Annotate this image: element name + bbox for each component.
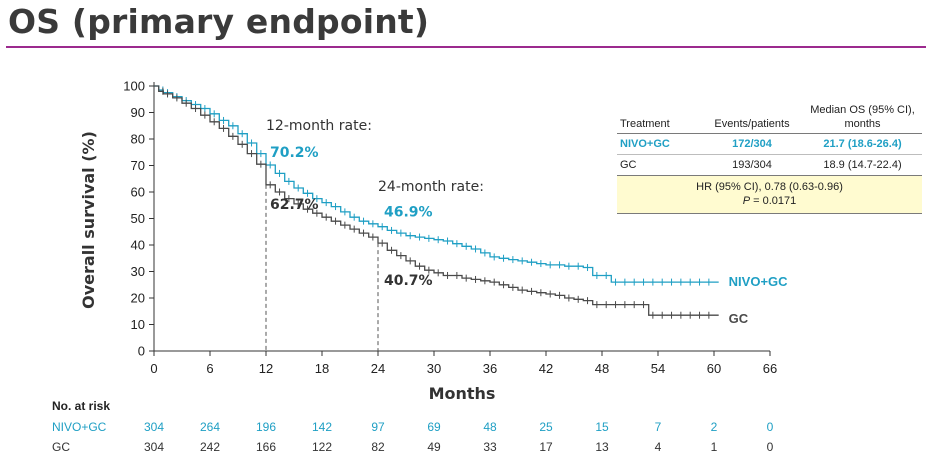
row-nivo-events: 172/304	[701, 133, 803, 155]
y-tick-label: 80	[131, 132, 145, 147]
x-tick-label: 30	[427, 361, 441, 376]
p-label: P	[742, 195, 751, 207]
y-tick-label: 20	[131, 291, 145, 306]
risk-value-gc: 13	[595, 440, 609, 454]
risk-value-gc: 166	[256, 440, 276, 454]
risk-value-gc: 49	[427, 440, 441, 454]
risk-value-nivo: 15	[595, 420, 609, 434]
rate-value-nivo: 70.2%	[270, 145, 319, 161]
hazard-ratio-box: HR (95% CI), 0.78 (0.63-0.96) P = 0.0171	[617, 175, 922, 214]
title-divider	[6, 46, 926, 48]
risk-value-gc: 242	[200, 440, 220, 454]
rate-label: 12-month rate:	[266, 118, 372, 134]
x-tick-label: 12	[259, 361, 273, 376]
row-nivo-treatment: NIVO+GC	[617, 133, 701, 155]
rate-value-nivo: 46.9%	[384, 205, 433, 221]
risk-value-nivo: 304	[144, 420, 164, 434]
risk-value-nivo: 142	[312, 420, 332, 434]
y-tick-label: 30	[131, 264, 145, 279]
header-median: Median OS (95% CI), months	[803, 101, 922, 134]
p-value: = 0.0171	[750, 195, 797, 207]
header-median-line1: Median OS (95% CI),	[810, 104, 915, 116]
hazard-ratio-text: HR (95% CI), 0.78 (0.63-0.96)	[696, 181, 843, 193]
x-tick-label: 60	[707, 361, 721, 376]
x-tick-label: 42	[539, 361, 553, 376]
x-axis: 0 6 12 18 24 30 36 42 48 54 60 66 Months	[150, 350, 777, 403]
y-tick-label: 90	[131, 105, 145, 120]
p-value-text: P = 0.0171	[617, 194, 922, 208]
y-tick-label: 100	[123, 79, 145, 94]
risk-value-gc: 33	[483, 440, 497, 454]
row-gc-treatment: GC	[620, 159, 637, 171]
km-curves: NIVO+GC GC	[154, 85, 788, 326]
x-tick-label: 0	[150, 361, 157, 376]
x-tick-label: 48	[595, 361, 609, 376]
risk-value-nivo: 196	[256, 420, 276, 434]
y-axis-label: Overall survival (%)	[79, 131, 98, 309]
y-tick-label: 40	[131, 238, 145, 253]
risk-value-nivo: 69	[427, 420, 441, 434]
header-treatment: Treatment	[617, 101, 701, 134]
risk-value-gc: 17	[539, 440, 553, 454]
series-label-gc: GC	[729, 311, 749, 326]
series-label-nivo: NIVO+GC	[729, 274, 788, 289]
y-axis: 0 10 20 30 40 50 60 70 80 90 100 Overall survival (…	[79, 79, 155, 359]
y-tick-label: 50	[131, 211, 145, 226]
row-gc-events: 193/304	[732, 159, 772, 171]
rate-value-gc: 40.7%	[384, 273, 433, 289]
risk-row-label-gc: GC	[52, 440, 70, 454]
x-tick-label: 24	[371, 361, 385, 376]
curve-nivo	[154, 85, 719, 283]
risk-value-gc: 4	[655, 440, 662, 454]
rate-annotations: 12-month rate: 70.2% 62.7% 24-month rate: 46…	[265, 118, 484, 351]
risk-value-nivo: 25	[539, 420, 553, 434]
risk-value-nivo: 264	[200, 420, 220, 434]
risk-value-gc: 304	[144, 440, 164, 454]
risk-value-nivo: 2	[711, 420, 718, 434]
x-tick-label: 36	[483, 361, 497, 376]
risk-value-gc: 122	[312, 440, 332, 454]
risk-row-label-nivo: NIVO+GC	[52, 420, 107, 434]
y-tick-label: 70	[131, 158, 145, 173]
x-tick-label: 6	[206, 361, 213, 376]
y-tick-label: 0	[138, 344, 145, 359]
header-events: Events/patients	[701, 101, 803, 134]
rate-label: 24-month rate:	[378, 179, 484, 195]
slide-title: OS (primary endpoint)	[8, 2, 430, 41]
x-tick-label: 66	[763, 361, 777, 376]
risk-value-nivo: 7	[655, 420, 662, 434]
stats-table: Treatment Events/patients Median OS (95%…	[617, 101, 922, 214]
risk-value-gc: 1	[711, 440, 718, 454]
x-axis-label: Months	[429, 384, 496, 403]
row-gc-median: 18.9 (14.7-22.4)	[823, 159, 902, 171]
risk-value-nivo: 48	[483, 420, 497, 434]
x-tick-label: 18	[315, 361, 329, 376]
header-median-line2: months	[844, 118, 881, 130]
rate-value-gc: 62.7%	[270, 197, 319, 213]
risk-value-nivo: 0	[767, 420, 774, 434]
row-nivo-median: 21.7 (18.6-26.4)	[803, 133, 922, 155]
y-tick-label: 60	[131, 185, 145, 200]
risk-value-nivo: 97	[371, 420, 385, 434]
risk-table-title: No. at risk	[52, 399, 110, 413]
risk-value-gc: 0	[767, 440, 774, 454]
risk-value-gc: 82	[371, 440, 385, 454]
y-tick-label: 10	[131, 317, 145, 332]
x-tick-label: 54	[651, 361, 665, 376]
